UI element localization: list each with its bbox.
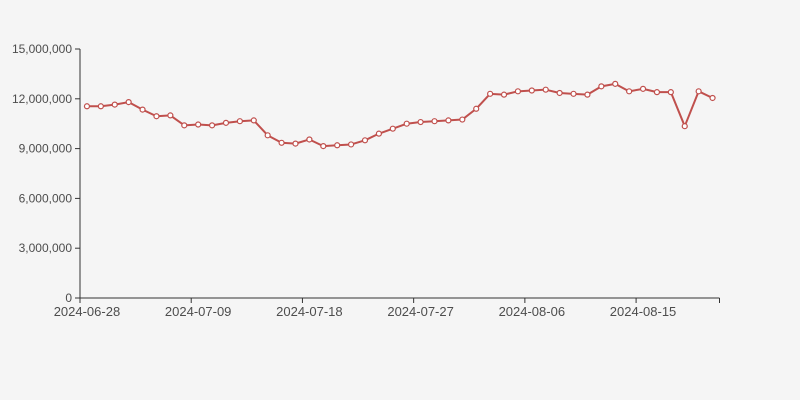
data-point-marker xyxy=(709,94,716,102)
data-point-marker xyxy=(584,91,591,98)
data-point-marker xyxy=(222,119,230,126)
data-point-marker xyxy=(653,89,661,96)
data-point-marker xyxy=(612,80,619,87)
data-point-marker xyxy=(195,121,202,128)
data-point-marker xyxy=(125,99,132,106)
data-point-marker xyxy=(431,118,438,125)
data-point-marker xyxy=(97,103,104,110)
data-point-marker xyxy=(264,132,271,139)
data-point-marker xyxy=(514,88,522,95)
data-point-marker xyxy=(445,117,452,124)
y-axis-label: 15,000,000 xyxy=(12,42,72,56)
data-point-marker xyxy=(570,90,577,97)
data-point-marker xyxy=(153,113,160,120)
y-axis-label: 6,000,000 xyxy=(19,191,73,205)
y-axis-label: 9,000,000 xyxy=(19,142,73,156)
data-point-marker xyxy=(639,85,647,92)
x-axis-label: 2024-08-06 xyxy=(499,304,566,319)
x-axis-label: 2024-07-09 xyxy=(165,304,232,319)
data-point-marker xyxy=(292,140,299,147)
data-point-marker xyxy=(667,89,674,96)
data-point-marker xyxy=(528,87,535,94)
data-point-marker xyxy=(473,105,480,112)
data-point-marker xyxy=(320,143,327,150)
data-point-marker xyxy=(389,125,396,132)
data-point-marker xyxy=(500,91,508,98)
data-point-marker xyxy=(542,86,549,93)
series-line xyxy=(85,82,714,148)
data-point-marker xyxy=(334,142,341,149)
data-point-marker xyxy=(181,122,188,129)
x-axis-label: 2024-08-15 xyxy=(610,304,677,319)
data-point-marker xyxy=(403,120,410,127)
data-point-marker xyxy=(139,106,146,113)
data-point-marker xyxy=(487,90,494,97)
data-point-marker xyxy=(278,139,285,146)
data-point-marker xyxy=(347,141,355,148)
data-point-marker xyxy=(111,101,118,108)
y-axis-label: 0 xyxy=(65,291,72,305)
data-point-marker xyxy=(626,88,633,95)
y-axis-label: 3,000,000 xyxy=(19,241,73,255)
data-point-marker xyxy=(361,137,369,144)
data-point-marker xyxy=(83,103,91,110)
data-point-marker xyxy=(681,123,688,130)
data-point-marker xyxy=(250,117,257,124)
data-point-marker xyxy=(695,88,702,95)
data-point-marker xyxy=(306,136,313,143)
y-axis-label: 12,000,000 xyxy=(12,92,72,106)
data-point-marker xyxy=(598,83,605,90)
data-point-marker xyxy=(167,112,174,119)
data-point-marker xyxy=(375,130,382,137)
x-axis-label: 2024-07-18 xyxy=(276,304,343,319)
x-axis-label: 2024-06-28 xyxy=(54,304,121,319)
data-point-marker xyxy=(417,118,424,126)
data-point-marker xyxy=(208,122,216,129)
data-point-marker xyxy=(236,118,243,125)
data-point-marker xyxy=(556,89,563,97)
x-axis-label: 2024-07-27 xyxy=(387,304,454,319)
data-point-marker xyxy=(459,116,466,123)
